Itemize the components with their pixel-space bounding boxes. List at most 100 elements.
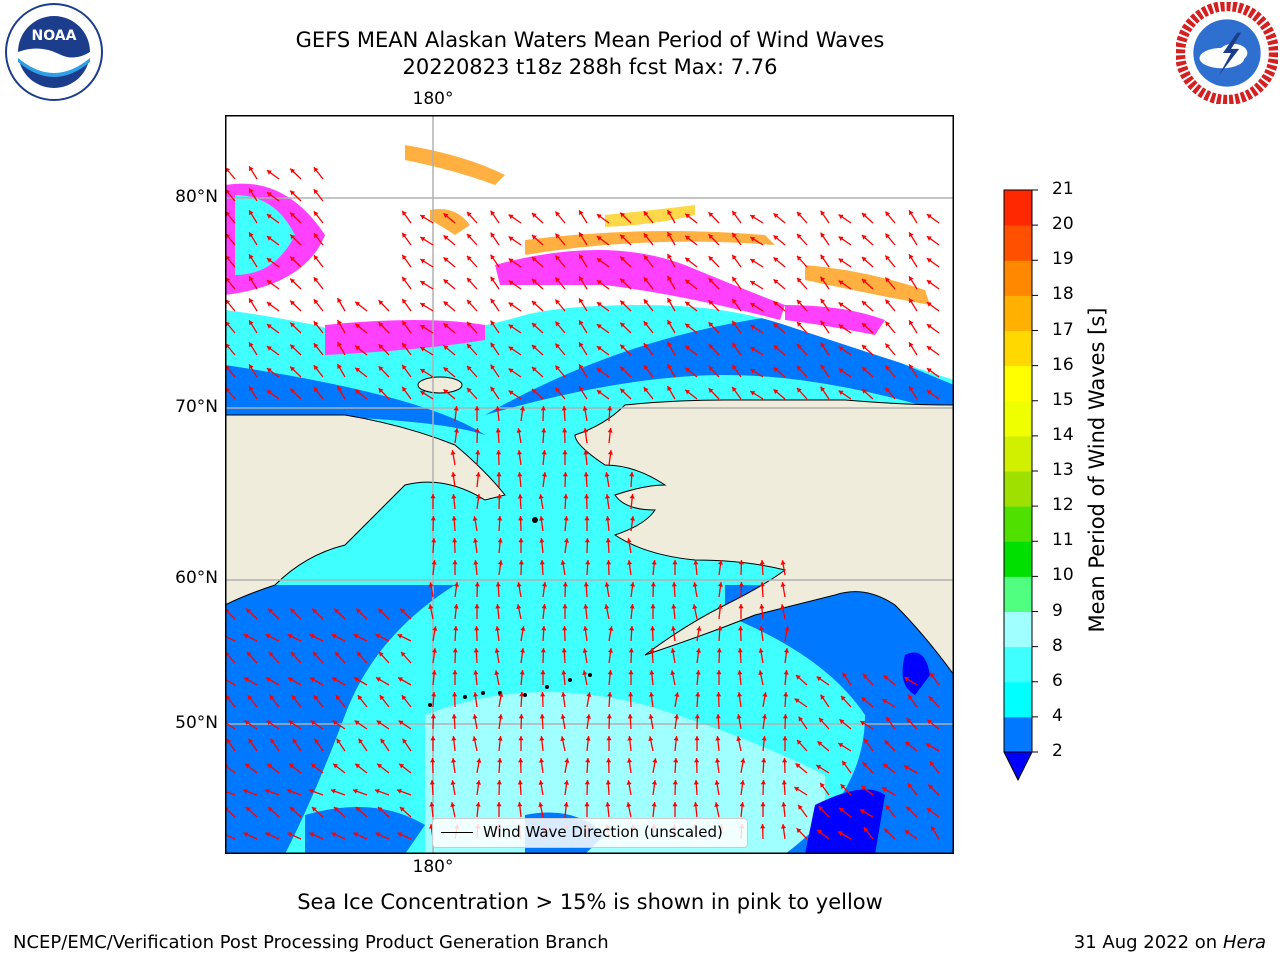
direction-arrowhead [732, 342, 737, 348]
direction-arrowhead [862, 762, 868, 768]
direction-arrowhead [672, 802, 678, 807]
direction-arrowhead [909, 298, 914, 304]
direction-arrowhead [820, 210, 826, 216]
direction-arrowhead [685, 301, 691, 307]
direction-arrowhead [717, 560, 723, 565]
direction-arrowhead [290, 190, 296, 196]
direction-arrowhead [335, 651, 340, 657]
direction-arrowhead [518, 736, 524, 741]
direction-arrowhead [798, 716, 804, 722]
direction-arrowhead [885, 343, 891, 349]
direction-arrowhead [761, 758, 767, 763]
direction-arrowhead [692, 604, 698, 610]
direction-arrowhead [648, 736, 654, 742]
direction-arrowhead [290, 234, 296, 240]
direction-arrowhead [555, 299, 561, 305]
direction-arrowhead [886, 716, 891, 722]
direction-arrowhead [583, 626, 589, 631]
colorbar-segment [1004, 330, 1032, 367]
direction-arrowhead [310, 720, 316, 726]
direction-arrowhead [761, 714, 767, 719]
direction-arrowhead [909, 276, 914, 282]
direction-arrowhead [473, 560, 479, 565]
direction-arrowhead [674, 692, 680, 697]
direction-arrowhead [732, 210, 737, 216]
direction-arrowhead [604, 604, 610, 610]
direction-arrowhead [842, 760, 847, 766]
direction-arrowhead [696, 626, 702, 631]
direction-arrowhead [508, 258, 514, 264]
direction-arrowhead [643, 343, 649, 349]
direction-arrowhead [431, 692, 437, 697]
direction-arrowhead [773, 213, 779, 219]
direction-arrowhead [540, 648, 546, 653]
direction-arrowhead [374, 788, 380, 794]
direction-arrowhead [420, 347, 426, 352]
colorbar-tick-label: 8 [1052, 635, 1063, 656]
direction-arrowhead [245, 763, 251, 769]
direction-arrowhead [885, 321, 891, 327]
direction-arrowhead [605, 538, 611, 543]
direction-arrowhead [563, 538, 569, 543]
direction-arrowhead [508, 214, 514, 220]
direction-arrowhead [290, 344, 296, 350]
direction-arrowhead [375, 832, 381, 837]
direction-arrowhead [355, 389, 361, 395]
direction-arrowhead [242, 788, 248, 794]
direction-arrowhead [926, 302, 932, 307]
direction-arrowhead [496, 494, 502, 499]
direction-arrowhead [607, 428, 613, 433]
direction-arrowhead [519, 648, 525, 653]
direction-arrowhead [467, 343, 472, 349]
direction-arrowhead [782, 714, 788, 719]
direction-arrowhead [820, 364, 826, 370]
direction-arrowhead [596, 390, 602, 395]
direction-arrowhead [773, 235, 779, 241]
direction-arrowhead [667, 232, 672, 237]
direction-arrowhead [797, 321, 802, 327]
direction-arrowhead [244, 677, 249, 682]
direction-arrowhead [353, 634, 359, 639]
direction-arrowhead [583, 582, 589, 587]
direction-arrowhead [629, 494, 635, 499]
direction-arrowhead [838, 346, 844, 352]
direction-arrowhead [737, 670, 743, 675]
direction-arrowhead [620, 344, 626, 350]
direction-arrowhead [517, 802, 523, 807]
direction-arrowhead [907, 783, 913, 789]
direction-arrowhead [627, 560, 633, 565]
direction-arrowhead [563, 494, 569, 499]
direction-arrowhead [268, 608, 274, 614]
direction-arrowhead [291, 695, 297, 701]
direction-arrowhead [225, 211, 231, 217]
direction-arrowhead [541, 582, 547, 587]
direction-arrowhead [431, 538, 437, 543]
direction-arrowhead [555, 277, 561, 283]
direction-arrowhead [667, 276, 672, 281]
direction-arrowhead [313, 365, 319, 371]
direction-arrowhead [672, 560, 678, 565]
direction-arrowhead [736, 736, 742, 742]
colorbar-tick-label: 18 [1052, 284, 1074, 305]
direction-arrowhead [467, 233, 472, 239]
direction-arrowhead [430, 758, 436, 763]
direction-arrowhead [643, 387, 649, 393]
direction-arrowhead [266, 236, 272, 241]
direction-arrowhead [539, 736, 545, 741]
direction-arrowhead [579, 386, 584, 392]
direction-arrowhead [335, 695, 341, 701]
direction-arrowhead [498, 692, 504, 697]
direction-arrowhead [378, 322, 384, 328]
direction-arrowhead [604, 582, 610, 587]
direction-arrowhead [904, 677, 910, 682]
direction-arrowhead [508, 324, 514, 330]
direction-arrowhead [926, 808, 932, 813]
direction-arrow [225, 721, 236, 730]
colorbar-label: Mean Period of Wind Waves [s] [1085, 307, 1109, 633]
direction-arrowhead [225, 189, 231, 195]
direction-arrowhead [861, 213, 867, 218]
direction-arrowhead [773, 323, 779, 329]
colorbar-segment [1004, 400, 1032, 437]
direction-arrowhead [596, 368, 602, 373]
nws-logo-icon [1176, 2, 1278, 104]
